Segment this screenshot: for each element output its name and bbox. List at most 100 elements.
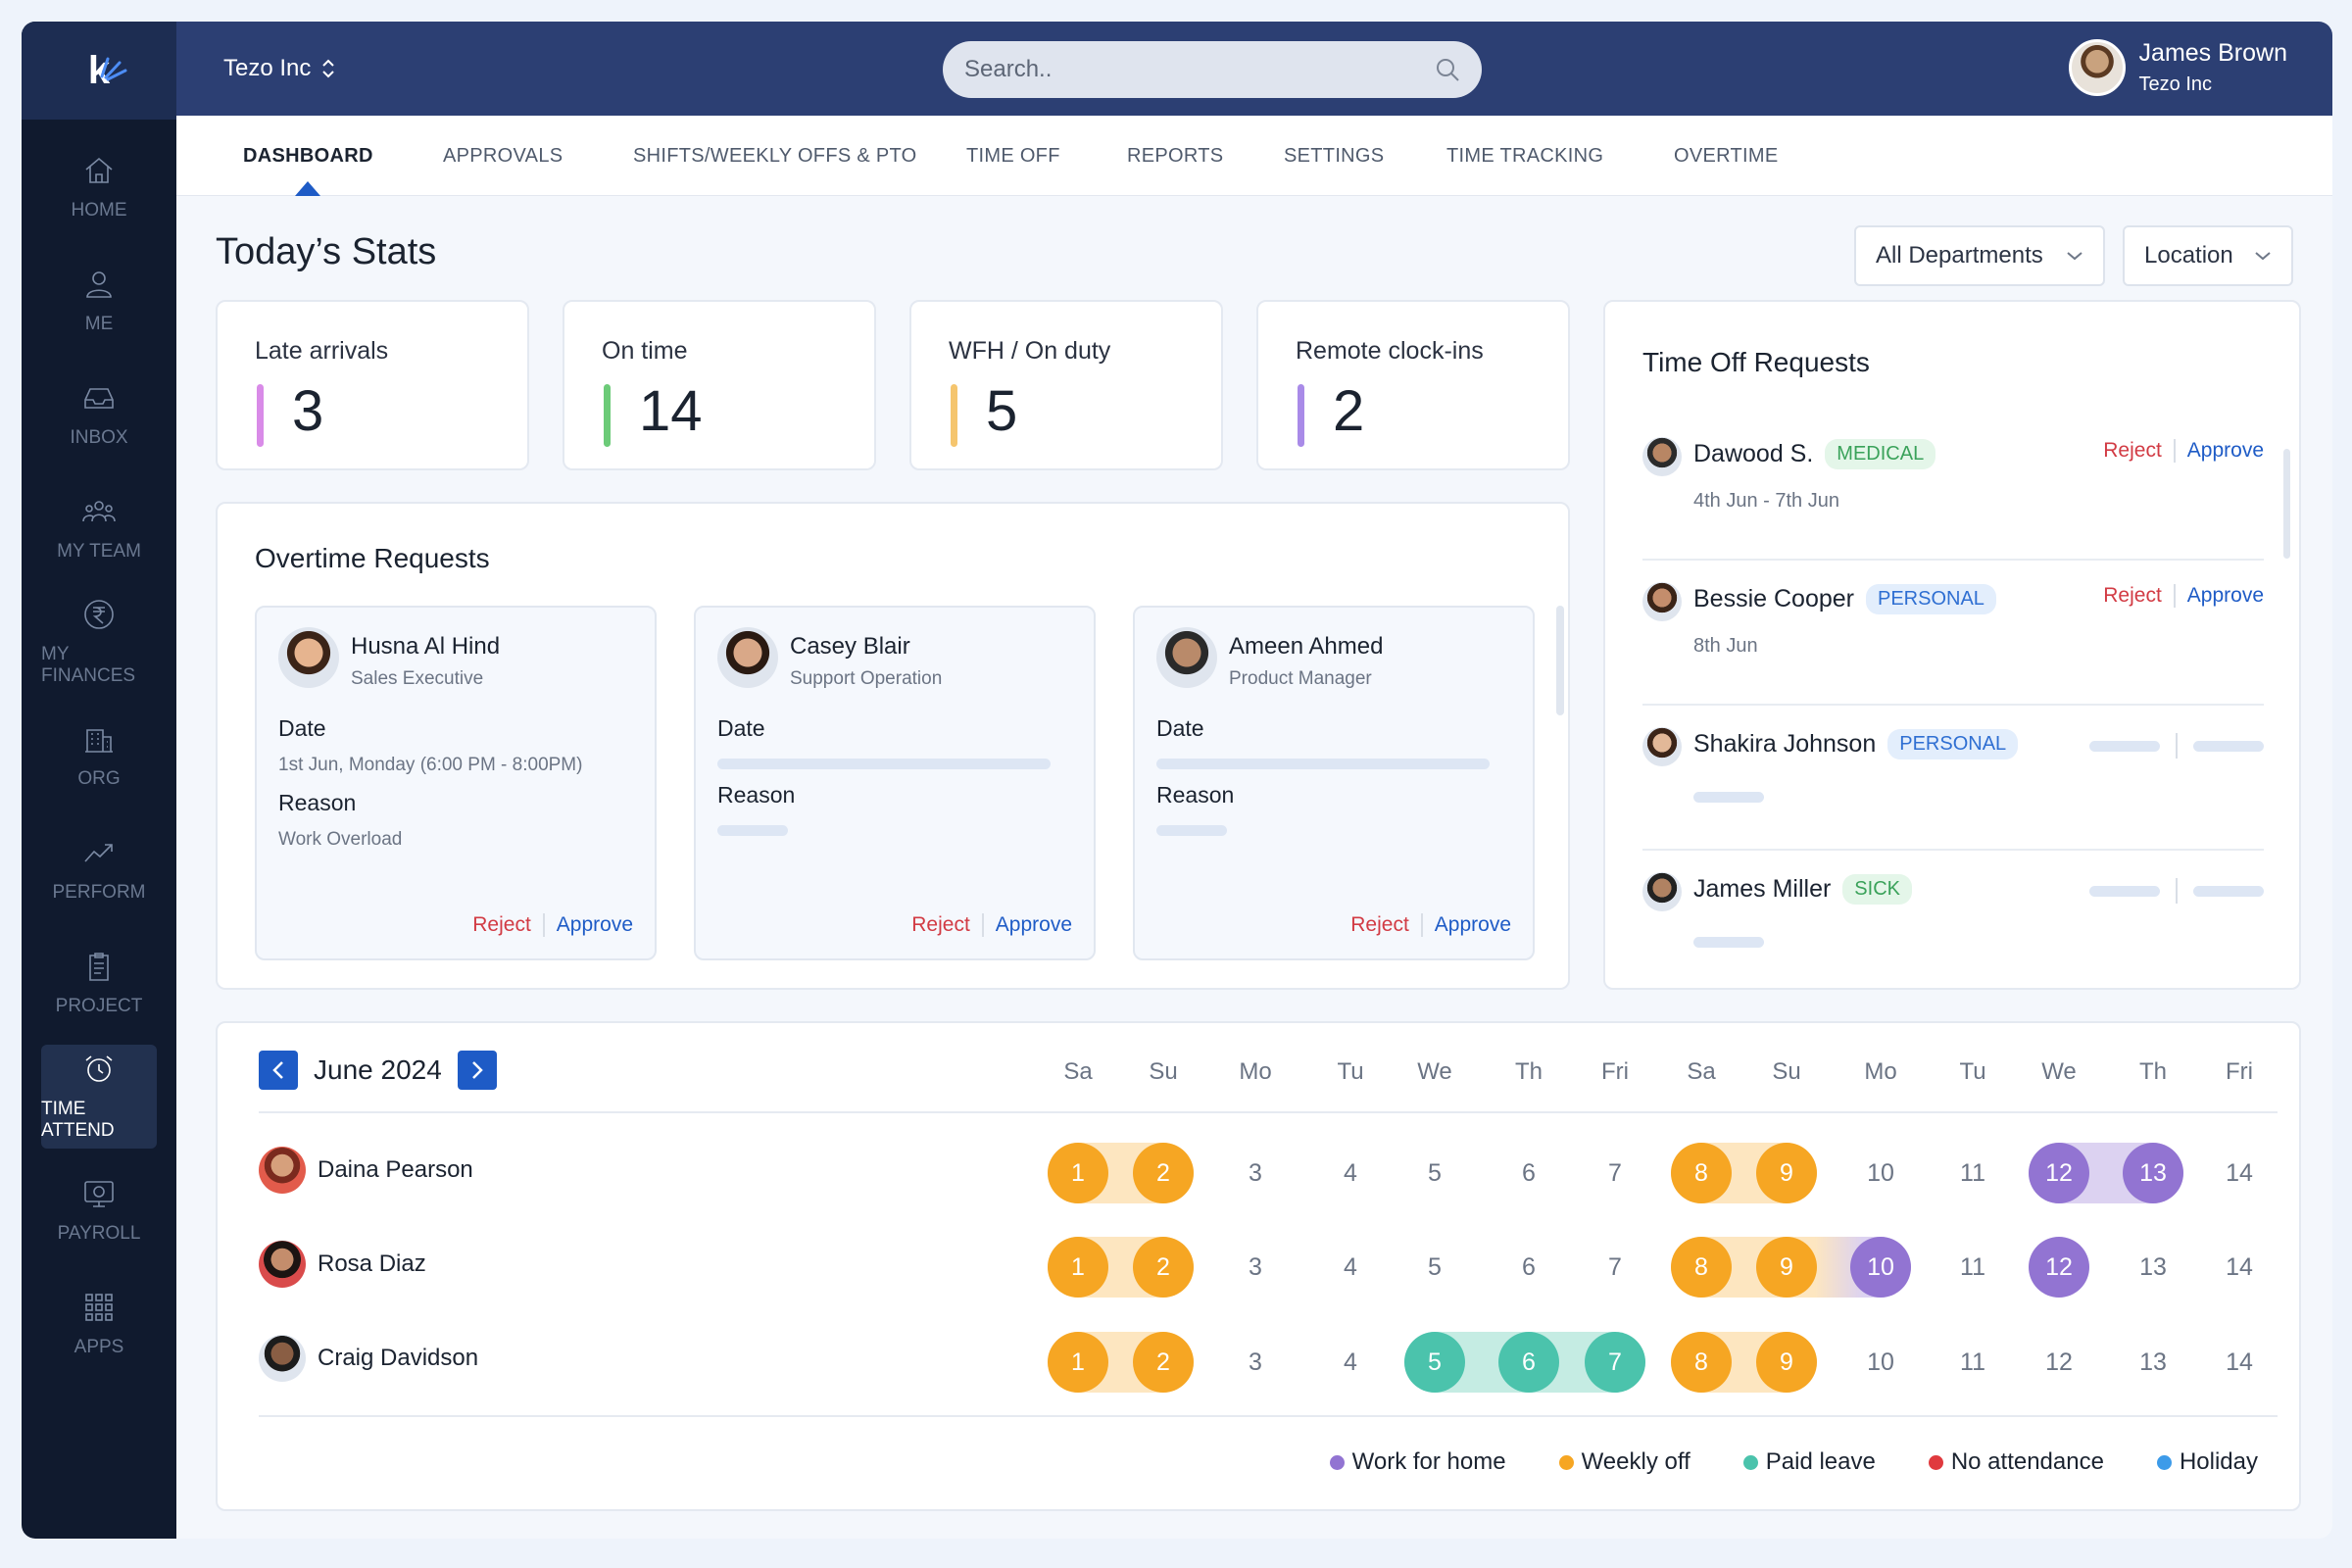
scrollbar[interactable] xyxy=(2283,449,2290,559)
search-input[interactable] xyxy=(964,56,1415,83)
calendar-day[interactable]: 11 xyxy=(1960,1252,1985,1281)
calendar-day-weekly[interactable]: 2 xyxy=(1133,1332,1194,1393)
calendar-day-wfh[interactable]: 12 xyxy=(2029,1237,2089,1298)
calendar-day[interactable]: 14 xyxy=(2226,1158,2253,1187)
location-select[interactable]: Location xyxy=(2123,225,2293,286)
calendar-day[interactable]: 4 xyxy=(1344,1252,1357,1281)
calendar-day[interactable]: 13 xyxy=(2139,1348,2167,1376)
user-menu[interactable]: James Brown Tezo Inc xyxy=(2068,39,2287,96)
weekday-label: We xyxy=(2041,1058,2077,1085)
calendar-employee[interactable]: Daina Pearson xyxy=(259,1147,473,1194)
calendar-day-weekly[interactable]: 8 xyxy=(1671,1332,1732,1393)
avatar xyxy=(717,627,778,688)
divider xyxy=(2176,878,2178,904)
calendar-day-weekly[interactable]: 9 xyxy=(1756,1237,1817,1298)
sidebar-item-my-finances[interactable]: MY FINANCES xyxy=(41,590,157,694)
reject-button[interactable]: Reject xyxy=(911,913,970,936)
calendar-day-weekly[interactable]: 8 xyxy=(1671,1143,1732,1203)
reject-button[interactable]: Reject xyxy=(2103,439,2162,462)
weekday-label: Sa xyxy=(1063,1058,1093,1085)
legend-dot-icon xyxy=(1558,1454,1574,1470)
home-icon xyxy=(85,157,113,183)
sidebar-item-home[interactable]: HOME xyxy=(41,135,157,239)
tab-settings[interactable]: SETTINGS xyxy=(1284,144,1385,167)
approve-button[interactable]: Approve xyxy=(1434,913,1511,936)
approve-button[interactable]: Approve xyxy=(556,913,633,936)
stat-color-bar xyxy=(1298,384,1304,447)
calendar-day[interactable]: 4 xyxy=(1344,1348,1357,1376)
calendar-day-wfh[interactable]: 13 xyxy=(2123,1143,2183,1203)
approve-button[interactable]: Approve xyxy=(2186,584,2264,607)
calendar-day[interactable]: 3 xyxy=(1249,1252,1262,1281)
calendar-day[interactable]: 6 xyxy=(1522,1252,1536,1281)
calendar-day-paid[interactable]: 7 xyxy=(1585,1332,1645,1393)
approve-button[interactable]: Approve xyxy=(2186,439,2264,462)
sidebar-item-org[interactable]: ORG xyxy=(41,704,157,808)
tab-approvals[interactable]: APPROVALS xyxy=(443,144,564,167)
calendar-day[interactable]: 10 xyxy=(1867,1348,1894,1376)
calendar-day-weekly[interactable]: 1 xyxy=(1048,1332,1108,1393)
calendar-day[interactable]: 14 xyxy=(2226,1252,2253,1281)
tab-time-tracking[interactable]: TIME TRACKING xyxy=(1446,144,1604,167)
sidebar-item-me[interactable]: ME xyxy=(41,249,157,353)
sidebar-item-apps[interactable]: APPS xyxy=(41,1272,157,1376)
calendar-day-wfh[interactable]: 10 xyxy=(1850,1237,1911,1298)
calendar-day-paid[interactable]: 5 xyxy=(1404,1332,1465,1393)
prev-month-button[interactable] xyxy=(259,1051,298,1090)
calendar-day[interactable]: 10 xyxy=(1867,1158,1894,1187)
list-item: Dawood S. MEDICAL 4th Jun - 7th Jun Rejec… xyxy=(1642,416,2264,561)
calendar-day[interactable]: 5 xyxy=(1428,1252,1442,1281)
calendar-day[interactable]: 13 xyxy=(2139,1252,2167,1281)
calendar-day-paid[interactable]: 6 xyxy=(1498,1332,1559,1393)
department-select[interactable]: All Departments xyxy=(1854,225,2105,286)
calendar-day[interactable]: 11 xyxy=(1960,1348,1985,1376)
calendar-employee[interactable]: Rosa Diaz xyxy=(259,1241,426,1288)
legend-label: Work for home xyxy=(1351,1448,1506,1475)
calendar-day-weekly[interactable]: 2 xyxy=(1133,1143,1194,1203)
reject-button[interactable]: Reject xyxy=(1350,913,1409,936)
sidebar-item-inbox[interactable]: INBOX xyxy=(41,363,157,466)
search-icon[interactable] xyxy=(1435,57,1460,82)
employee-name-row: Bessie Cooper PERSONAL xyxy=(1693,584,1996,614)
calendar-day-wfh[interactable]: 12 xyxy=(2029,1143,2089,1203)
tab-reports[interactable]: REPORTS xyxy=(1127,144,1224,167)
calendar-day-weekly[interactable]: 1 xyxy=(1048,1143,1108,1203)
next-month-button[interactable] xyxy=(457,1051,497,1090)
approve-button[interactable]: Approve xyxy=(995,913,1072,936)
tab-time-off[interactable]: TIME OFF xyxy=(966,144,1060,167)
tab-overtime[interactable]: OVERTIME xyxy=(1674,144,1779,167)
company-switcher[interactable]: Tezo Inc xyxy=(223,22,336,116)
reject-button[interactable]: Reject xyxy=(472,913,531,936)
sidebar-item-time-attend[interactable]: TIME ATTEND xyxy=(41,1045,157,1149)
calendar-day[interactable]: 7 xyxy=(1608,1252,1622,1281)
tab-dashboard[interactable]: DASHBOARD xyxy=(243,116,373,196)
calendar-day-weekly[interactable]: 1 xyxy=(1048,1237,1108,1298)
calendar-day[interactable]: 3 xyxy=(1249,1348,1262,1376)
leave-type-badge: SICK xyxy=(1842,874,1912,905)
sidebar-item-perform[interactable]: PERFORM xyxy=(41,817,157,921)
loading-placeholder xyxy=(1156,825,1227,836)
reason-label: Reason xyxy=(278,790,357,815)
calendar-day[interactable]: 11 xyxy=(1960,1158,1985,1187)
calendar-employee[interactable]: Craig Davidson xyxy=(259,1335,478,1382)
weekday-label: Fri xyxy=(2226,1058,2253,1085)
scrollbar[interactable] xyxy=(1556,606,1564,715)
calendar-day[interactable]: 5 xyxy=(1428,1158,1442,1187)
calendar-day[interactable]: 4 xyxy=(1344,1158,1357,1187)
calendar-day-weekly[interactable]: 9 xyxy=(1756,1332,1817,1393)
calendar-day[interactable]: 14 xyxy=(2226,1348,2253,1376)
calendar-day-weekly[interactable]: 8 xyxy=(1671,1237,1732,1298)
calendar-day-weekly[interactable]: 9 xyxy=(1756,1143,1817,1203)
reject-button[interactable]: Reject xyxy=(2103,584,2162,607)
app-logo[interactable]: k xyxy=(22,22,176,120)
calendar-day[interactable]: 7 xyxy=(1608,1158,1622,1187)
sidebar-item-label: HOME xyxy=(71,200,127,220)
calendar-day[interactable]: 12 xyxy=(2045,1348,2073,1376)
calendar-day[interactable]: 3 xyxy=(1249,1158,1262,1187)
sidebar-item-project[interactable]: PROJECT xyxy=(41,931,157,1035)
sidebar-item-payroll[interactable]: PAYROLL xyxy=(41,1158,157,1262)
sidebar-item-my-team[interactable]: MY TEAM xyxy=(41,476,157,580)
calendar-day[interactable]: 6 xyxy=(1522,1158,1536,1187)
tab-shifts[interactable]: SHIFTS/WEEKLY OFFS & PTO xyxy=(633,144,917,167)
calendar-day-weekly[interactable]: 2 xyxy=(1133,1237,1194,1298)
